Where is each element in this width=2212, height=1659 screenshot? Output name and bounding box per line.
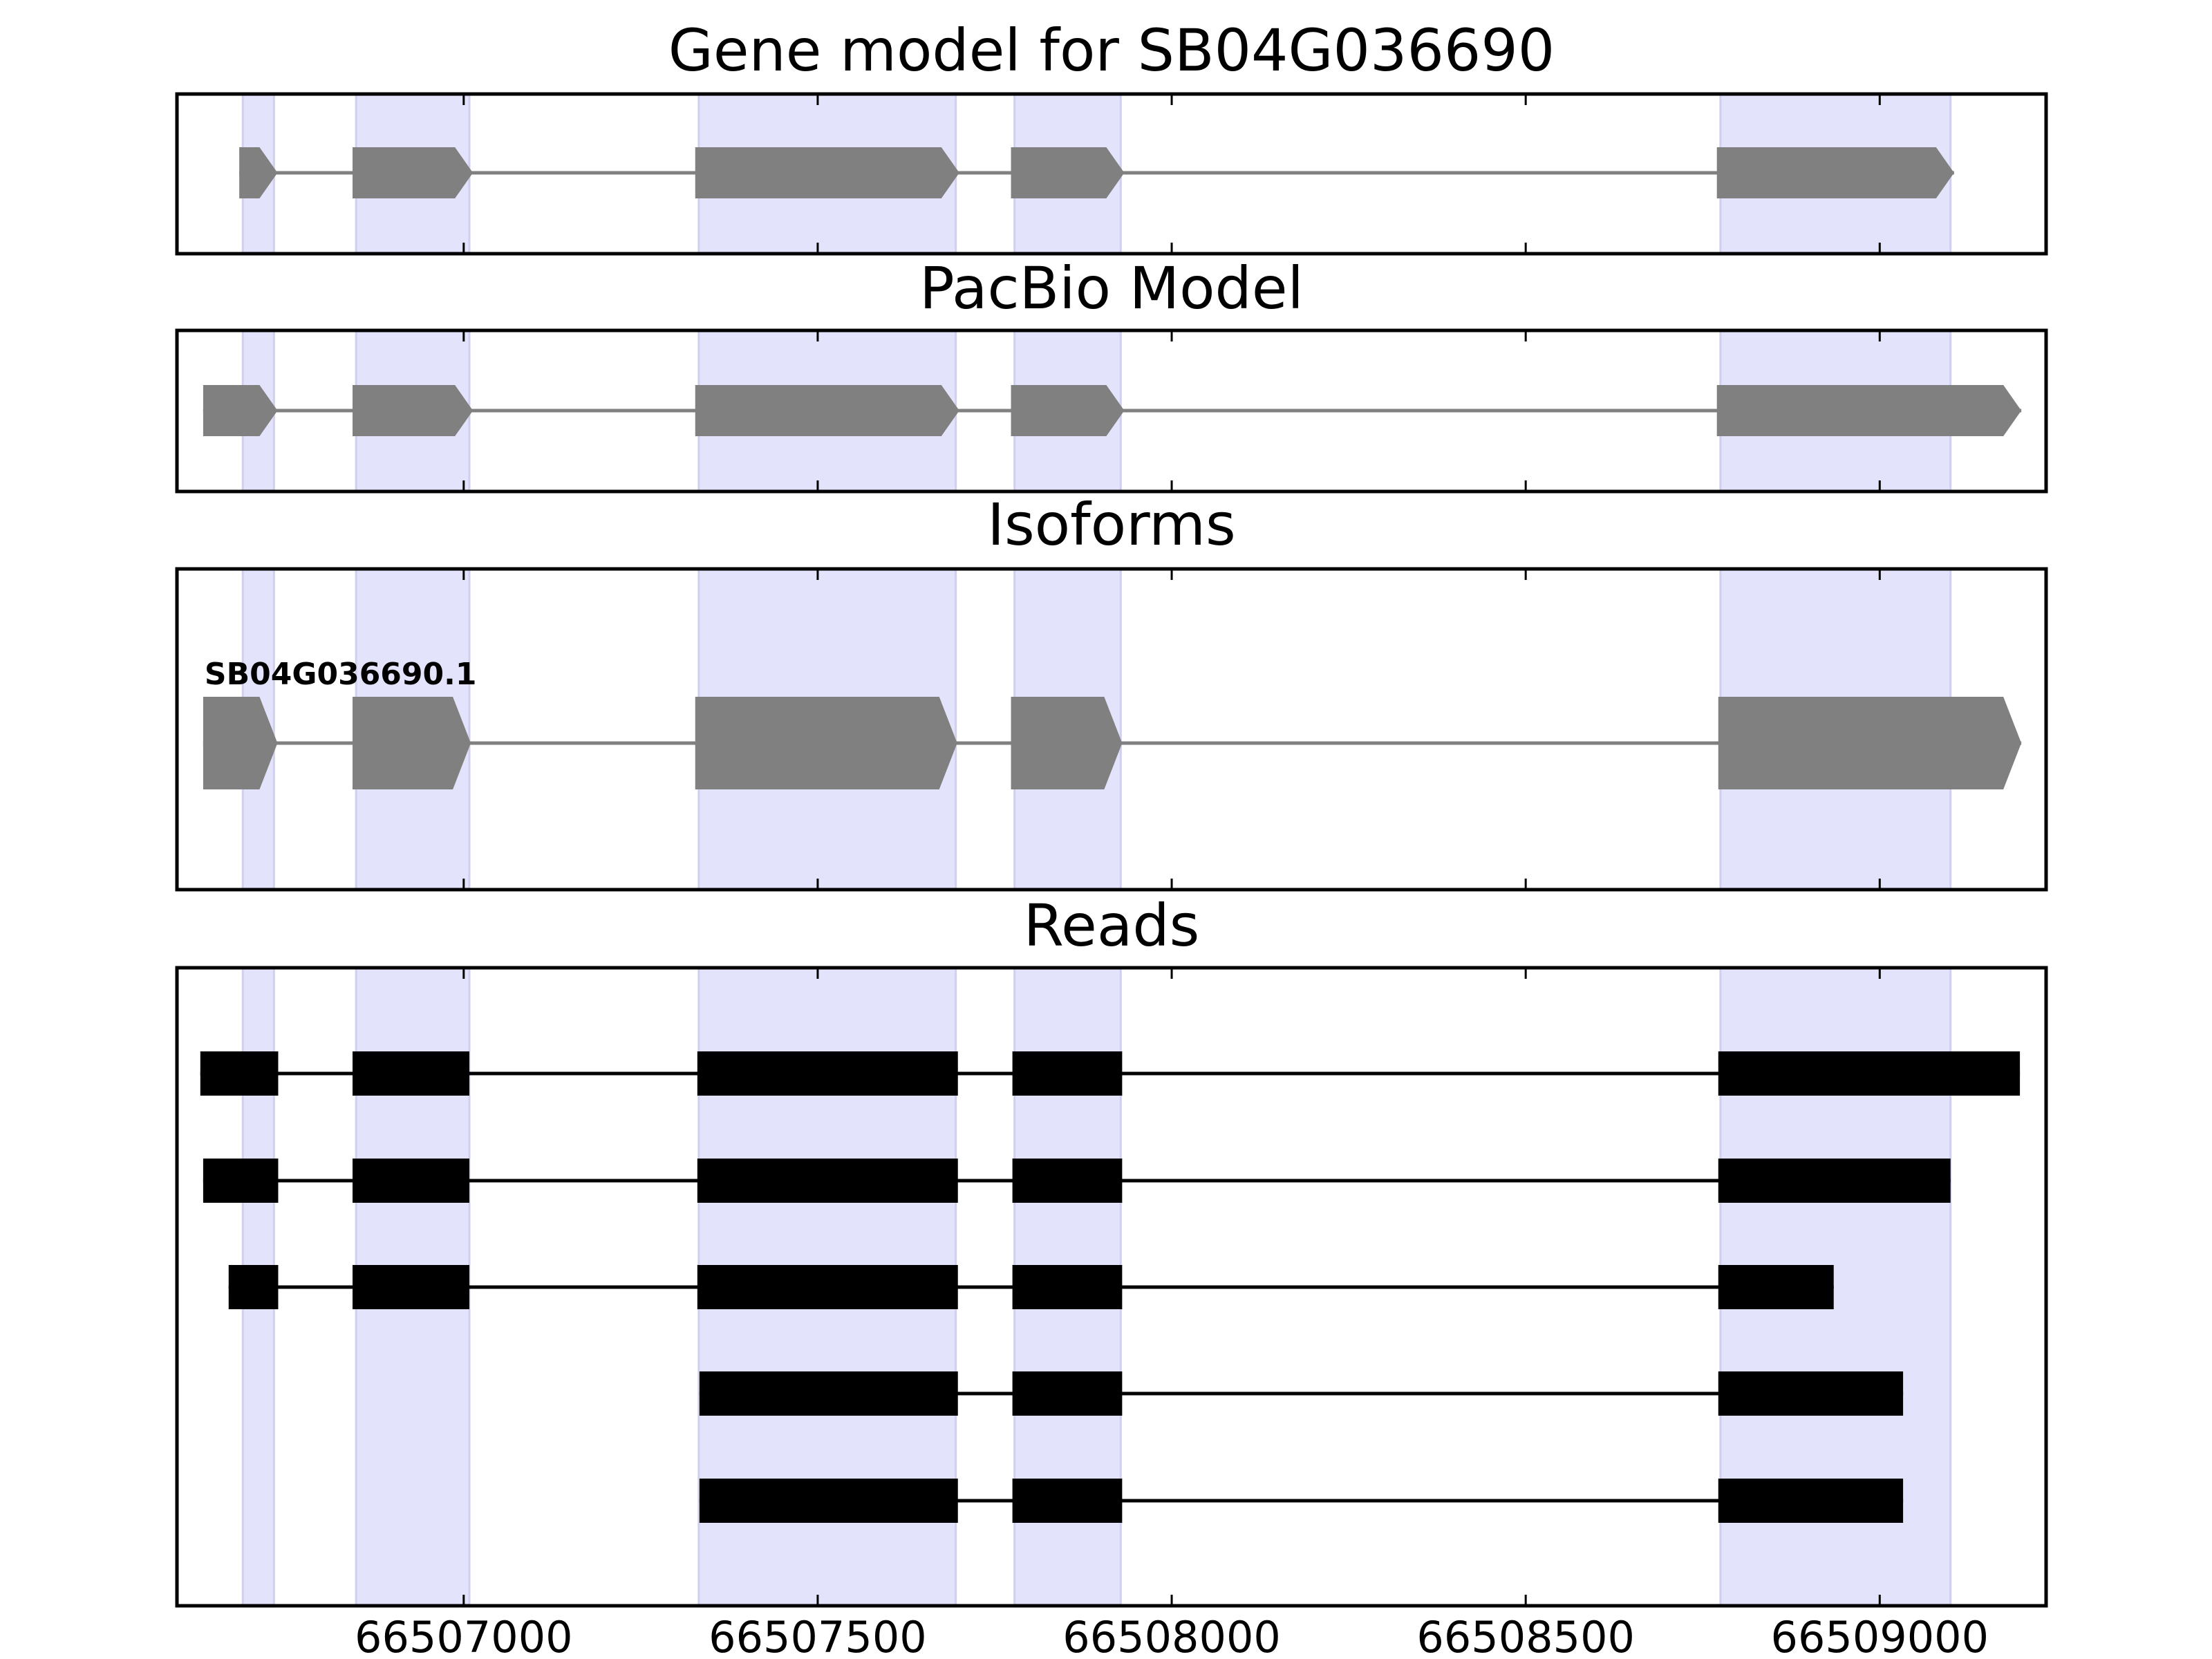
read-exon [353, 1265, 470, 1309]
panel-title: Isoforms [987, 491, 1236, 559]
read-exon [1012, 1479, 1123, 1523]
read-track [200, 1051, 2021, 1096]
read-exon [1718, 1371, 1904, 1416]
read-exon [1012, 1371, 1123, 1416]
read-exon [697, 1265, 958, 1309]
transcript-track [239, 147, 1954, 198]
read-exon [697, 1159, 958, 1203]
x-tick-label: 66507500 [709, 1612, 927, 1659]
panel-frame [175, 92, 2048, 256]
read-exon [1718, 1479, 1904, 1523]
panel-title: Reads [1024, 892, 1200, 959]
exon-arrow [695, 147, 959, 198]
x-tick-label: 66508000 [1062, 1612, 1281, 1659]
panel-0: Gene model for SB04G036690 [175, 17, 2048, 256]
exon-arrow [203, 697, 278, 789]
exon-arrow [203, 385, 278, 436]
read-exon [203, 1159, 279, 1203]
transcript-track [203, 385, 2022, 436]
read-exon [1718, 1051, 2021, 1096]
x-tick-label: 66508500 [1416, 1612, 1635, 1659]
x-tick-label: 66507000 [355, 1612, 573, 1659]
read-exon [200, 1051, 279, 1096]
read-track [228, 1265, 1834, 1309]
plot-area [203, 569, 2022, 890]
plot-area [239, 94, 1954, 254]
read-exon [1012, 1159, 1123, 1203]
exon-arrow [695, 385, 959, 436]
exon-arrow [1011, 147, 1125, 198]
read-exon [699, 1479, 958, 1523]
x-axis-tick-labels: 66507000 66507500 66508000 66508500 66509000 [355, 1612, 1989, 1659]
read-exon [697, 1051, 958, 1096]
panel-1: PacBio Model [175, 254, 2048, 494]
isoform-label: SB04G036690.1 [205, 657, 477, 692]
read-track [699, 1479, 1904, 1523]
transcript-track [203, 697, 2022, 789]
read-exon [353, 1159, 470, 1203]
read-exon [1012, 1051, 1123, 1096]
read-exon [1718, 1159, 1951, 1203]
exon-arrow [353, 385, 474, 436]
panel-title: Gene model for SB04G036690 [668, 17, 1555, 84]
exon-arrow [1716, 385, 2022, 436]
panel-title: PacBio Model [919, 254, 1304, 322]
exon-arrow [1011, 385, 1125, 436]
exon-arrow [1716, 147, 1954, 198]
exon-arrow [353, 697, 471, 789]
read-exon [1012, 1265, 1123, 1309]
read-exon [228, 1265, 279, 1309]
read-exon [353, 1051, 470, 1096]
panel-frame [175, 567, 2048, 892]
read-track [699, 1371, 1904, 1416]
exon-arrow [239, 147, 278, 198]
x-tick-label: 66509000 [1771, 1612, 1989, 1659]
exon-arrow [695, 697, 957, 789]
panel-frame [175, 966, 2048, 1608]
read-track [203, 1159, 1951, 1203]
panel-2: Isoforms SB04G036690.1 [175, 491, 2048, 892]
panel-3: Reads [175, 892, 2048, 1608]
plot-area [200, 968, 2021, 1606]
panel-frame [175, 328, 2048, 494]
plot-area [203, 330, 2022, 491]
read-exon [1718, 1265, 1834, 1309]
exon-arrow [353, 147, 474, 198]
panels: Gene model for SB04G036690 PacBio Model Is… [175, 17, 2048, 1608]
exon-arrow [1718, 697, 2022, 789]
read-exon [699, 1371, 958, 1416]
exon-arrow [1011, 697, 1123, 789]
